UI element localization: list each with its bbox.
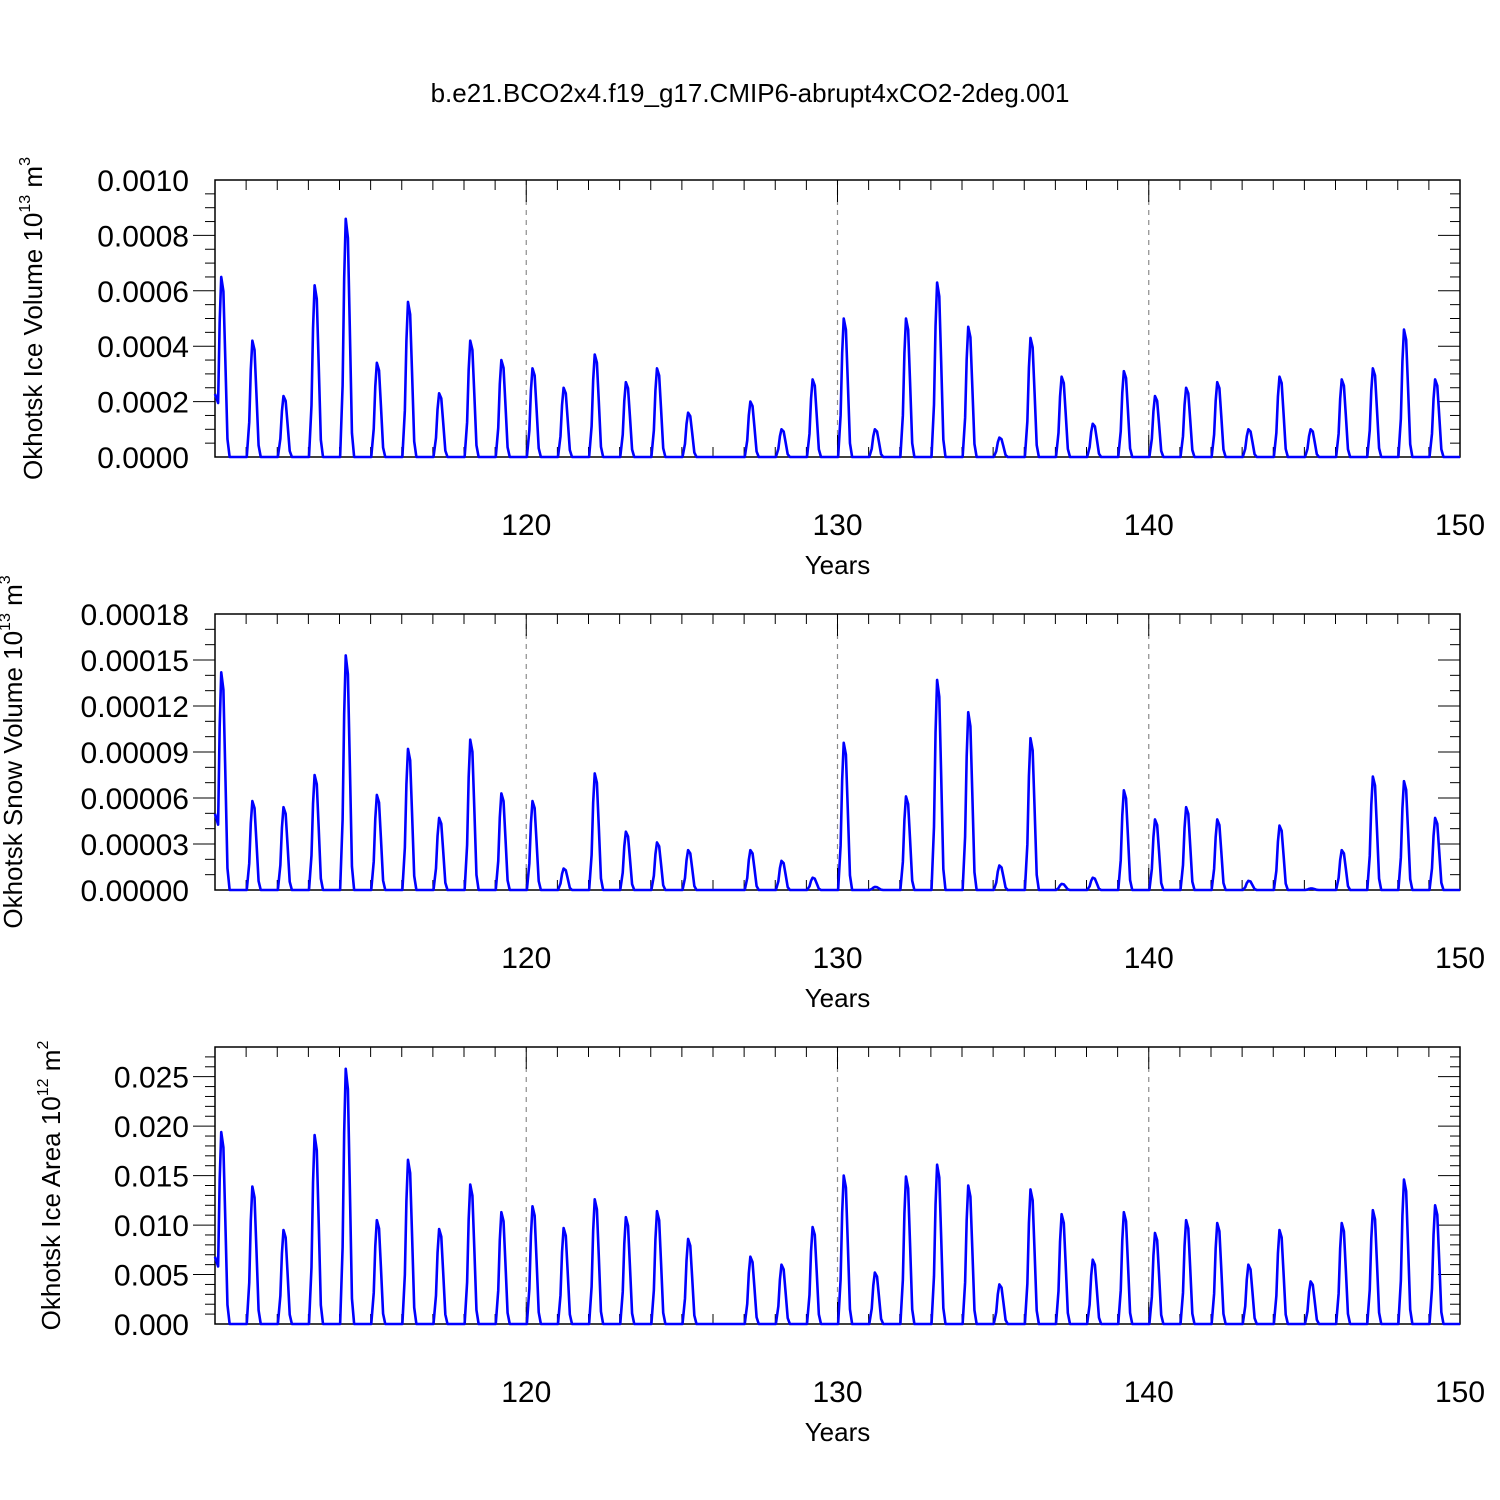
x-tick-label: 130 [812,1376,862,1409]
y-tick-label: 0.00015 [81,645,189,678]
y-axis-label: Okhotsk Snow Volume 1013 m3 [0,575,28,928]
y-tick-label: 0.0008 [97,220,189,253]
y-tick-label: 0.00000 [81,875,189,908]
x-axis-label: Years [805,1417,871,1447]
x-tick-label: 130 [812,509,862,542]
y-tick-label: 0.0006 [97,276,189,309]
y-tick-label: 0.0000 [97,442,189,475]
y-tick-label: 0.0004 [97,331,189,364]
x-tick-label: 120 [501,942,551,975]
x-tick-label: 140 [1124,942,1174,975]
panel-snow-volume: 0.00000 0.00003 0.00006 0.00009 0.00012 0.000… [0,575,1485,1013]
y-tick-label: 0.00003 [81,829,189,862]
y-tick-label: 0.015 [114,1161,189,1194]
y-tick-label: 0.00006 [81,783,189,816]
x-tick-label: 150 [1435,1376,1485,1409]
y-tick-label: 0.020 [114,1111,189,1144]
x-axis-label: Years [805,550,871,580]
y-tick-label: 0.00018 [81,599,189,632]
series-line-ice-volume [213,217,1460,459]
x-tick-label: 150 [1435,942,1485,975]
x-tick-label: 150 [1435,509,1485,542]
x-tick-label: 130 [812,942,862,975]
y-tick-label: 0.005 [114,1260,189,1293]
y-tick-label: 0.000 [114,1309,189,1342]
y-axis-label: Okhotsk Ice Volume 1013 m3 [17,157,48,480]
y-tick-label: 0.010 [114,1210,189,1243]
y-tick-label: 0.025 [114,1062,189,1095]
y-tick-label: 0.0010 [97,165,189,198]
x-tick-label: 120 [501,1376,551,1409]
x-tick-label: 140 [1124,509,1174,542]
x-axis-label: Years [805,983,871,1013]
x-tick-label: 140 [1124,1376,1174,1409]
series-line-snow-volume [213,654,1460,892]
y-tick-label: 0.0002 [97,387,189,420]
y-tick-label: 0.00012 [81,691,189,724]
panel-ice-area: 0.000 0.005 0.010 0.015 0.020 0.025 120 130 140 1… [35,1041,1485,1447]
panel-ice-volume: 0.0000 0.0002 0.0004 0.0006 0.0008 0.0010 120 1… [17,157,1485,580]
y-tick-label: 0.00009 [81,737,189,770]
figure-title: b.e21.BCO2x4.f19_g17.CMIP6-abrupt4xCO2-2… [430,78,1070,108]
y-axis-label: Okhotsk Ice Area 1012 m2 [35,1041,66,1331]
series-line-ice-area [213,1067,1460,1326]
x-tick-label: 120 [501,509,551,542]
